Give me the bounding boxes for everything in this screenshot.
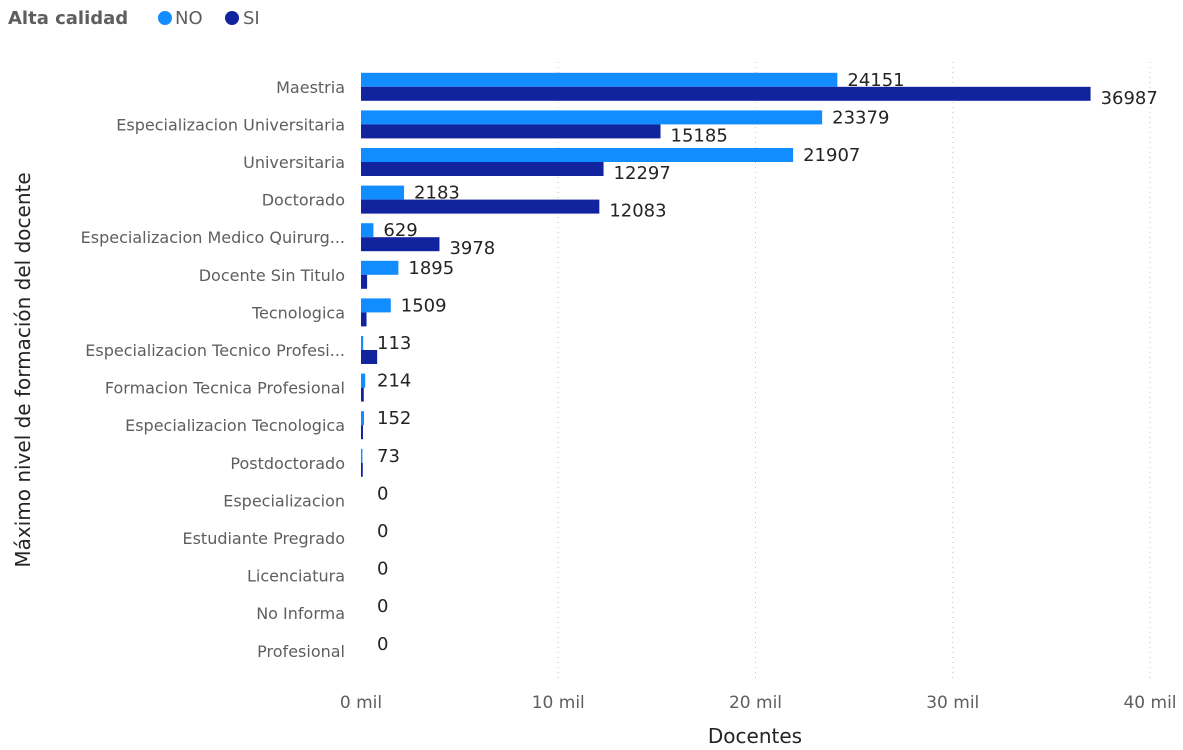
category-label: Universitaria — [243, 153, 345, 172]
legend-label-si[interactable]: SI — [243, 8, 260, 29]
category-label: No Informa — [256, 604, 345, 623]
bar-si[interactable] — [361, 86, 1091, 101]
bar-no[interactable] — [361, 373, 366, 388]
data-labels: 24151 36987 23379 15185 21907 12297 2183 12083 6… — [377, 70, 1158, 655]
category-label: Especializacion Tecnologica — [125, 416, 345, 435]
data-label-no: 0 — [377, 596, 388, 617]
bar-si[interactable] — [361, 387, 364, 402]
category-label: Especializacion Universitaria — [116, 115, 345, 134]
data-label-no: 214 — [377, 371, 411, 392]
bars — [361, 72, 1091, 477]
x-tick-label: 20 mil — [729, 693, 782, 713]
data-label-no: 0 — [377, 483, 388, 504]
data-label-no: 1509 — [401, 295, 447, 316]
legend: Alta calidad NO SI — [8, 8, 260, 29]
data-label-no: 0 — [377, 559, 388, 580]
bar-no[interactable] — [361, 336, 364, 350]
bar-no[interactable] — [361, 411, 364, 426]
data-label-no: 152 — [377, 408, 411, 429]
legend-marker-no — [158, 11, 172, 25]
bar-si[interactable] — [361, 237, 440, 252]
category-label: Licenciatura — [247, 567, 345, 586]
legend-label-no[interactable]: NO — [175, 8, 203, 29]
data-label-no: 2183 — [414, 183, 460, 204]
x-tick-label: 0 mil — [340, 693, 382, 713]
x-tick-label: 30 mil — [926, 693, 979, 713]
bar-no[interactable] — [361, 72, 838, 87]
category-label: Especializacion — [223, 491, 345, 510]
bar-si[interactable] — [361, 124, 661, 139]
bar-no[interactable] — [361, 110, 823, 125]
bar-si[interactable] — [361, 162, 604, 176]
data-label-no: 1895 — [408, 258, 454, 279]
data-label-si: 36987 — [1101, 88, 1158, 109]
data-label-no: 23379 — [832, 107, 889, 128]
data-label-si: 15185 — [671, 125, 728, 146]
category-label: Formacion Tecnica Profesional — [105, 379, 345, 398]
x-axis-ticks: 0 mil 10 mil 20 mil 30 mil 40 mil — [340, 693, 1177, 713]
data-label-si: 3978 — [449, 238, 495, 259]
legend-marker-si — [225, 11, 239, 25]
x-axis-title: Docentes — [708, 724, 802, 748]
category-label: Doctorado — [262, 191, 345, 210]
bar-no[interactable] — [361, 223, 374, 238]
data-label-no: 73 — [377, 446, 400, 467]
bar-si[interactable] — [361, 350, 378, 364]
bar-no[interactable] — [361, 185, 405, 200]
category-label: Profesional — [257, 642, 345, 661]
category-labels: Maestria Especializacion Universitaria Uni… — [81, 78, 345, 661]
data-label-no: 0 — [377, 521, 388, 542]
category-label: Maestria — [276, 78, 345, 97]
category-label: Especializacion Tecnico Profesi... — [85, 341, 345, 360]
data-label-si: 12297 — [614, 163, 671, 184]
bar-no[interactable] — [361, 298, 391, 313]
data-label-no: 21907 — [803, 145, 860, 166]
bar-si[interactable] — [361, 312, 367, 327]
category-label: Estudiante Pregrado — [182, 529, 345, 548]
data-label-no: 24151 — [847, 70, 904, 91]
category-label: Docente Sin Titulo — [199, 266, 345, 285]
data-label-si: 12083 — [609, 201, 666, 222]
bar-si[interactable] — [361, 425, 363, 440]
x-tick-label: 40 mil — [1123, 693, 1176, 713]
x-tick-label: 10 mil — [532, 693, 585, 713]
data-label-no: 113 — [377, 333, 411, 354]
category-label: Tecnologica — [251, 303, 345, 322]
bar-si[interactable] — [361, 462, 363, 477]
data-label-no: 629 — [383, 220, 417, 241]
category-label: Postdoctorado — [230, 454, 345, 473]
bar-no[interactable] — [361, 148, 794, 162]
data-label-no: 0 — [377, 634, 388, 655]
category-label: Especializacion Medico Quirurg... — [81, 228, 345, 247]
bar-si[interactable] — [361, 274, 368, 289]
y-axis-title: Máximo nivel de formación del docente — [11, 172, 35, 567]
legend-title: Alta calidad — [8, 8, 128, 29]
bar-no[interactable] — [361, 448, 363, 463]
bar-no[interactable] — [361, 260, 399, 275]
bar-si[interactable] — [361, 199, 600, 214]
